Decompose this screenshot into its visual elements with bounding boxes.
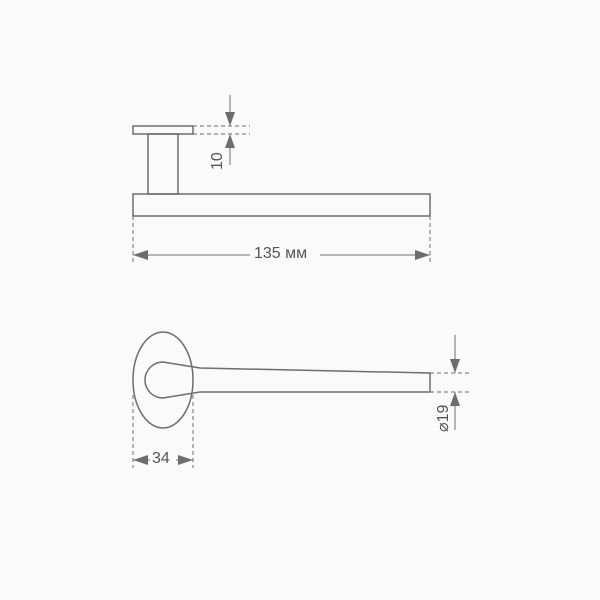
label-34: 34 (152, 450, 170, 467)
technical-diagram: 10 135 мм 34 ⌀19 (0, 0, 600, 600)
dim-135: 135 мм (133, 216, 430, 262)
label-135: 135 мм (254, 245, 307, 262)
dim-34: 34 (133, 395, 193, 468)
top-view (133, 126, 430, 216)
label-10: 10 (209, 152, 226, 170)
front-view (133, 332, 430, 428)
dim-10: 10 (209, 95, 235, 170)
dim-19: ⌀19 (430, 335, 470, 432)
label-19: ⌀19 (435, 404, 452, 432)
